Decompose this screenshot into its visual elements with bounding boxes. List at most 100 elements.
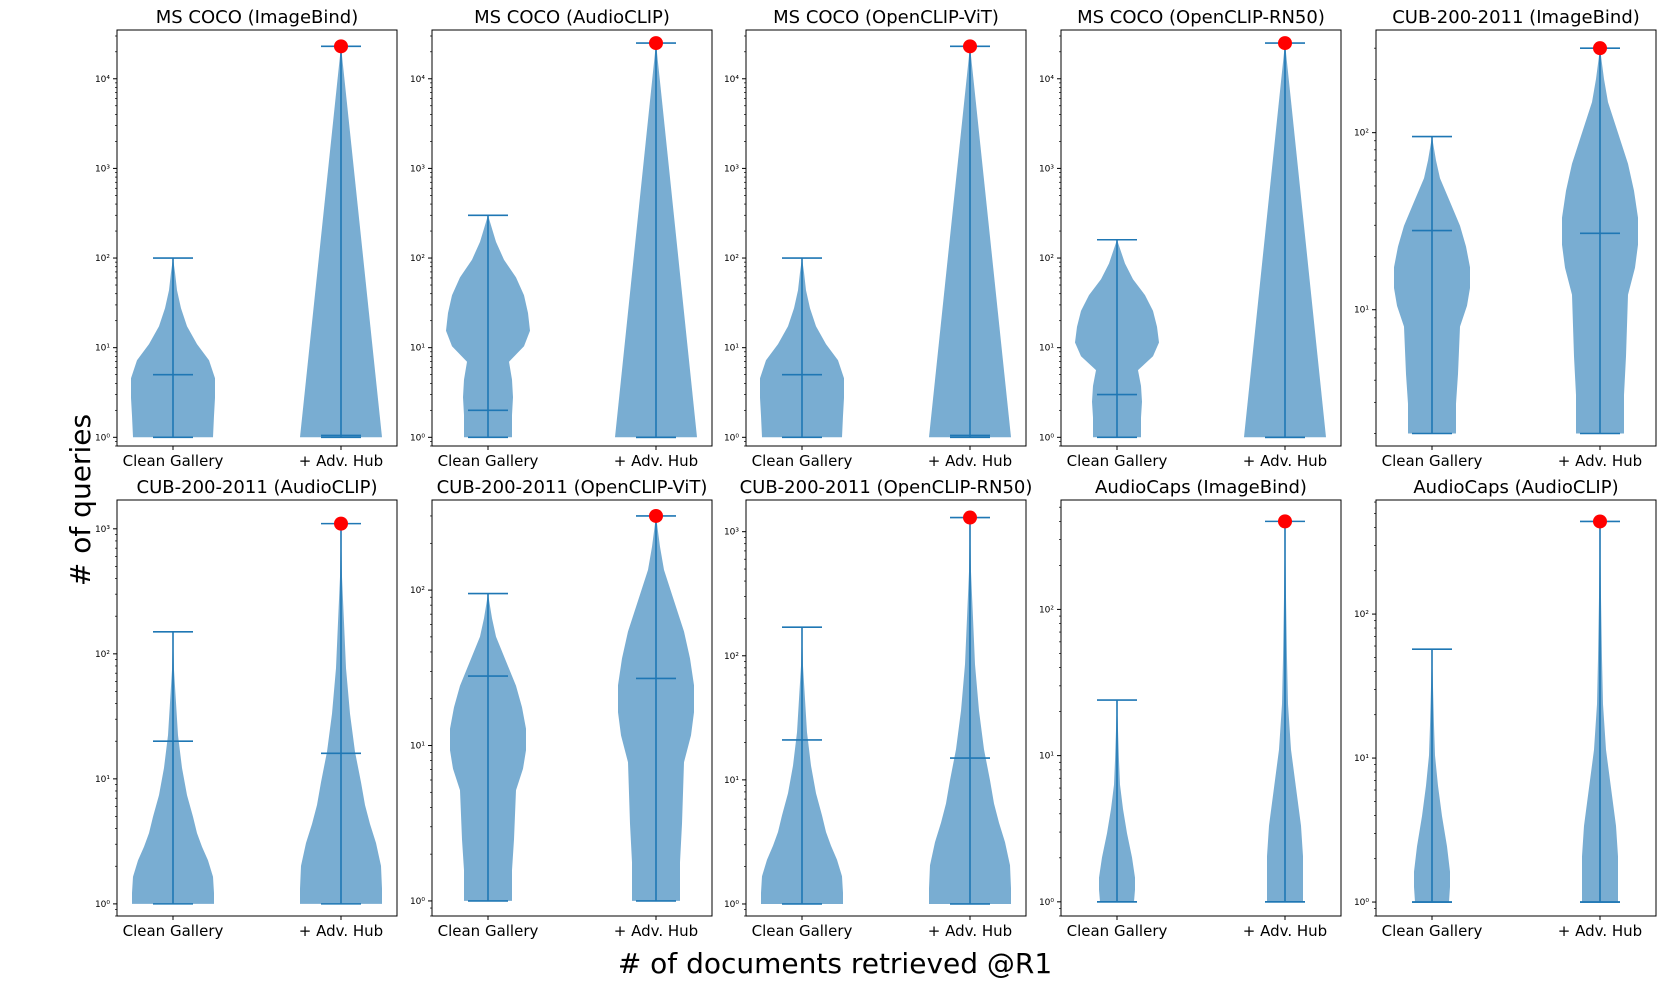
y-tick-label: 10⁰	[1039, 433, 1054, 443]
axes-frame	[745, 499, 1027, 917]
adv-hub-marker	[1278, 514, 1292, 529]
category-label: + Adv. Hub	[614, 922, 698, 940]
axes-frame	[116, 29, 398, 447]
figure-xlabel: # of documents retrieved @R1	[618, 947, 1052, 980]
adv-hub-marker	[649, 36, 663, 51]
y-tick-label: 10²	[410, 254, 425, 264]
chart-panel: AudioCaps (AudioCLIP) Clean Gallery + Adv.…	[1354, 477, 1657, 940]
category-label: + Adv. Hub	[928, 452, 1012, 470]
chart-title: AudioCaps (ImageBind)	[1095, 477, 1307, 498]
category-label: + Adv. Hub	[1243, 922, 1327, 940]
y-tick-label: 10¹	[1039, 752, 1054, 762]
y-tick-label: 10⁴	[1039, 75, 1054, 85]
adv-hub-marker	[1278, 36, 1292, 51]
adv-hub-marker	[649, 508, 663, 523]
chart-title: MS COCO (OpenCLIP-ViT)	[773, 7, 999, 28]
axes-frame	[431, 499, 713, 917]
axes-frame	[1060, 499, 1342, 917]
y-tick-label: 10⁰	[724, 433, 739, 443]
y-tick-label: 10²	[410, 586, 425, 596]
y-tick-label: 10³	[95, 164, 110, 174]
chart-panel: MS COCO (ImageBind) Clean Gallery + Adv. H…	[95, 7, 398, 470]
adv-hub-marker	[963, 39, 977, 54]
y-tick-label: 10¹	[95, 775, 110, 785]
y-tick-label: 10⁴	[724, 75, 739, 85]
axes-frame	[1375, 29, 1657, 447]
y-tick-label: 10⁰	[95, 900, 110, 910]
category-label: + Adv. Hub	[928, 922, 1012, 940]
y-tick-label: 10²	[95, 254, 110, 264]
y-tick-label: 10⁰	[1354, 898, 1369, 908]
y-tick-label: 10⁴	[95, 75, 110, 85]
chart-title: CUB-200-2011 (AudioCLIP)	[137, 477, 378, 498]
category-label: Clean Gallery	[752, 922, 853, 940]
chart-panel: MS COCO (OpenCLIP-ViT) Clean Gallery + Adv…	[724, 7, 1027, 470]
category-label: + Adv. Hub	[299, 922, 383, 940]
chart-panel: CUB-200-2011 (ImageBind) Clean Gallery + A…	[1354, 7, 1657, 470]
category-label: + Adv. Hub	[1558, 452, 1642, 470]
y-tick-label: 10¹	[724, 776, 739, 786]
y-tick-label: 10³	[410, 164, 425, 174]
y-tick-label: 10²	[1039, 254, 1054, 264]
category-label: Clean Gallery	[438, 922, 539, 940]
chart-panel: MS COCO (AudioCLIP) Clean Gallery + Adv. H…	[410, 7, 713, 470]
y-tick-label: 10³	[724, 164, 739, 174]
figure-ylabel: # of queries	[64, 414, 97, 586]
y-tick-label: 10⁰	[410, 897, 425, 907]
y-tick-label: 10¹	[1354, 754, 1369, 764]
adv-hub-marker	[963, 510, 977, 525]
category-label: + Adv. Hub	[614, 452, 698, 470]
y-tick-label: 10³	[95, 525, 110, 535]
chart-title: MS COCO (OpenCLIP-RN50)	[1077, 7, 1325, 28]
y-tick-label: 10¹	[1039, 344, 1054, 354]
adv-hub-marker	[334, 516, 348, 531]
y-tick-label: 10¹	[724, 344, 739, 354]
category-label: Clean Gallery	[752, 452, 853, 470]
category-label: + Adv. Hub	[1558, 922, 1642, 940]
chart-title: CUB-200-2011 (ImageBind)	[1392, 7, 1640, 28]
axes-frame	[116, 499, 398, 917]
y-tick-label: 10²	[724, 254, 739, 264]
y-tick-label: 10³	[1039, 164, 1054, 174]
chart-title: CUB-200-2011 (OpenCLIP-ViT)	[437, 477, 708, 498]
adv-hub-marker	[334, 39, 348, 54]
y-tick-label: 10¹	[1354, 306, 1369, 316]
category-label: + Adv. Hub	[299, 452, 383, 470]
axes-frame	[1375, 499, 1657, 917]
chart-title: MS COCO (ImageBind)	[156, 7, 358, 28]
axes-frame	[431, 29, 713, 447]
y-tick-label: 10⁰	[1039, 898, 1054, 908]
category-label: Clean Gallery	[1382, 922, 1483, 940]
category-label: + Adv. Hub	[1243, 452, 1327, 470]
y-tick-label: 10²	[1354, 610, 1369, 620]
y-tick-label: 10⁰	[410, 433, 425, 443]
axes-frame	[745, 29, 1027, 447]
y-tick-label: 10⁰	[724, 900, 739, 910]
chart-title: MS COCO (AudioCLIP)	[474, 7, 670, 28]
category-label: Clean Gallery	[123, 922, 224, 940]
y-tick-label: 10²	[95, 650, 110, 660]
y-tick-label: 10¹	[410, 344, 425, 354]
category-label: Clean Gallery	[1382, 452, 1483, 470]
adv-hub-marker	[1593, 514, 1607, 529]
chart-panel: CUB-200-2011 (OpenCLIP-ViT) Clean Gallery…	[410, 477, 713, 940]
y-tick-label: 10²	[724, 652, 739, 662]
y-tick-label: 10¹	[95, 344, 110, 354]
chart-panel: CUB-200-2011 (OpenCLIP-RN50) Clean Galler…	[724, 477, 1032, 940]
y-tick-label: 10²	[1039, 605, 1054, 615]
y-tick-label: 10²	[1354, 129, 1369, 139]
chart-panel: AudioCaps (ImageBind) Clean Gallery + Adv.…	[1039, 477, 1342, 940]
chart-title: AudioCaps (AudioCLIP)	[1413, 477, 1618, 498]
category-label: Clean Gallery	[1067, 452, 1168, 470]
axes-frame	[1060, 29, 1342, 447]
adv-hub-marker	[1593, 41, 1607, 56]
chart-panel: MS COCO (OpenCLIP-RN50) Clean Gallery + Ad…	[1039, 7, 1342, 470]
chart-panel: CUB-200-2011 (AudioCLIP) Clean Gallery + A…	[95, 477, 398, 940]
chart-title: CUB-200-2011 (OpenCLIP-RN50)	[740, 477, 1033, 498]
category-label: Clean Gallery	[123, 452, 224, 470]
category-label: Clean Gallery	[438, 452, 539, 470]
category-label: Clean Gallery	[1067, 922, 1168, 940]
y-tick-label: 10³	[724, 528, 739, 538]
y-tick-label: 10⁴	[410, 75, 425, 85]
